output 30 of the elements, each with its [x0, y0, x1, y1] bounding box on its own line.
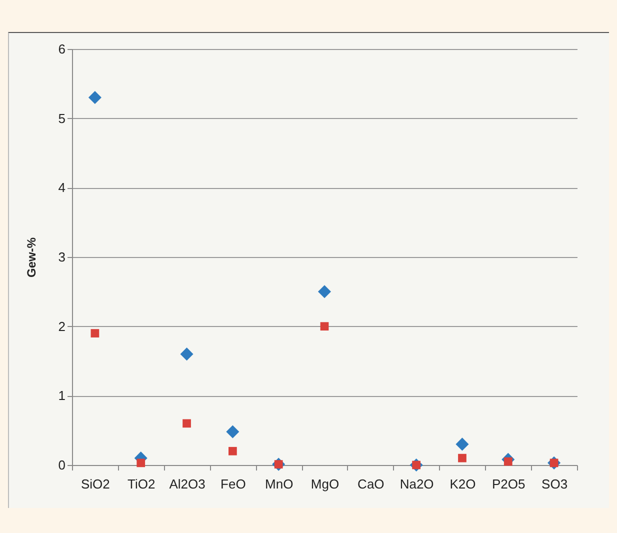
point	[320, 322, 329, 331]
x-tick-label: SO3	[542, 476, 568, 492]
y-tick-label: 3	[58, 250, 66, 264]
point	[226, 425, 240, 438]
x-tick-label: SiO2	[81, 476, 110, 492]
y-tick-label: 4	[58, 180, 66, 196]
y-tick-label: 0	[58, 458, 66, 472]
y-axis-title: Gew-%	[24, 237, 38, 278]
y-tick-label: 5	[58, 110, 66, 126]
y-tick-label: 2	[58, 318, 66, 334]
point	[180, 348, 194, 361]
x-tick-label: CaO	[358, 476, 384, 492]
point	[90, 329, 100, 338]
x-tick-label: Al2O3	[169, 476, 206, 492]
x-tick-label: P2O5	[492, 476, 526, 492]
point	[88, 91, 102, 104]
y-tick-label: 1	[58, 388, 66, 404]
x-tick-label: MgO	[310, 476, 340, 492]
point	[182, 419, 191, 428]
point	[136, 458, 146, 468]
x-tick-label: K2O	[450, 476, 476, 492]
x-tick-label: TiO2	[128, 476, 156, 492]
point	[318, 285, 332, 298]
point	[458, 454, 466, 462]
point	[456, 438, 469, 451]
x-tick-label: FeO	[220, 476, 246, 492]
y-tick-label: 6	[58, 42, 66, 56]
point	[228, 446, 237, 456]
x-tick-label: MnO	[265, 476, 294, 492]
x-tick-label: Na2O	[400, 476, 434, 492]
